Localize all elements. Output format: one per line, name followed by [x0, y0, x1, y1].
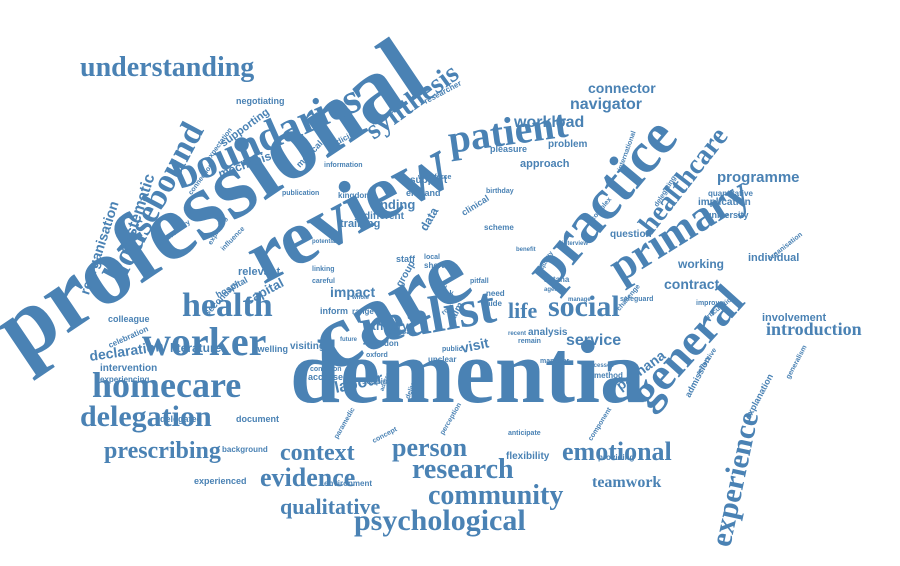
word-service: service: [566, 333, 621, 349]
word-person: person: [392, 435, 467, 461]
word-aide: aide: [486, 300, 502, 308]
word-analysis: analysis: [528, 328, 567, 338]
word-colleague: colleague: [108, 315, 150, 324]
word-linking: linking: [312, 266, 335, 273]
word-short: short: [424, 262, 444, 270]
word-life: life: [508, 300, 537, 322]
word-kingdom: kingdom: [338, 192, 371, 200]
word-navigator: navigator: [570, 97, 642, 113]
word-oxford: oxford: [366, 352, 388, 359]
word-ageing: ageing: [544, 287, 563, 293]
word-pleasure: pleasure: [490, 145, 527, 154]
word-condition: condition: [310, 366, 342, 373]
word-community: community: [428, 482, 563, 510]
word-literature: literature: [170, 342, 221, 354]
word-delegated: delegated: [160, 415, 202, 424]
word-quantitative: quantitative: [708, 190, 753, 198]
word-experiencing: experiencing: [100, 376, 149, 384]
word-qualitative: qualitative: [280, 496, 380, 518]
word-working: working: [678, 258, 724, 270]
word-experienced: experienced: [194, 477, 247, 486]
word-england: england: [406, 189, 441, 198]
word-london: london: [372, 340, 399, 348]
word-unclear: unclear: [428, 356, 456, 364]
word-understanding: understanding: [80, 54, 254, 82]
word-birthday: birthday: [486, 188, 514, 195]
word-question: question: [610, 230, 652, 240]
word-pitfall: pitfall: [470, 278, 489, 285]
word-different: different: [364, 212, 404, 222]
word-contract: contract: [664, 277, 719, 291]
word-approach: approach: [520, 159, 570, 170]
word-method: method: [594, 372, 623, 380]
word-finding: finding: [372, 198, 415, 211]
word-local: local: [424, 254, 440, 261]
word-manager: manager: [540, 358, 569, 365]
word-whole: whole: [352, 295, 369, 301]
word-need: need: [486, 290, 505, 298]
word-way: way: [432, 284, 447, 292]
word-information: information: [324, 162, 363, 169]
word-problem: problem: [548, 140, 587, 150]
word-context: context: [280, 441, 355, 465]
word-improve: improve: [696, 300, 723, 307]
word-scheme: scheme: [484, 224, 514, 232]
word-causal: causal: [388, 328, 413, 336]
word-workload: workload: [514, 115, 584, 131]
word-programme: programme: [717, 170, 800, 185]
word-involvement: involvement: [762, 313, 826, 324]
word-recent: recent: [508, 331, 526, 337]
word-potential: potential: [312, 239, 337, 245]
word-prescribing: prescribing: [104, 439, 221, 463]
word-interview: interview: [562, 241, 588, 247]
word-accessed: accessed: [308, 373, 349, 382]
word-visiting: visiting: [290, 342, 325, 352]
word-publication: publication: [282, 190, 319, 197]
word-manage: manage: [568, 297, 591, 303]
word-experience: experience: [707, 409, 765, 549]
word-implication: implication: [698, 198, 751, 208]
word-document: document: [236, 415, 279, 424]
word-range: range: [352, 308, 374, 316]
word-careful: careful: [312, 278, 335, 285]
word-environment: environment: [324, 480, 372, 488]
word-dwelling: dwelling: [252, 345, 288, 354]
word-clinical: clinical: [460, 194, 491, 218]
word-anticipate: anticipate: [508, 430, 541, 437]
word-public: public: [442, 346, 463, 353]
word-connector: connector: [588, 81, 656, 95]
word-inform: inform: [320, 307, 348, 316]
word-negotiating: negotiating: [236, 97, 285, 106]
word-providing: providing: [598, 454, 634, 462]
word-workforce: workforce: [418, 174, 451, 181]
word-teamwork: teamwork: [592, 475, 661, 491]
word-remain: remain: [518, 338, 541, 345]
word-astana: astana: [544, 276, 569, 284]
word-future: future: [340, 337, 357, 343]
word-generalism: generalism: [785, 345, 809, 381]
word-background: background: [222, 446, 268, 454]
word-processes: processes: [584, 363, 614, 369]
word-benefit: benefit: [516, 247, 536, 253]
word-flexibility: flexibility: [506, 452, 549, 462]
word-university: university: [706, 211, 749, 220]
word-intervention: intervention: [100, 364, 157, 374]
